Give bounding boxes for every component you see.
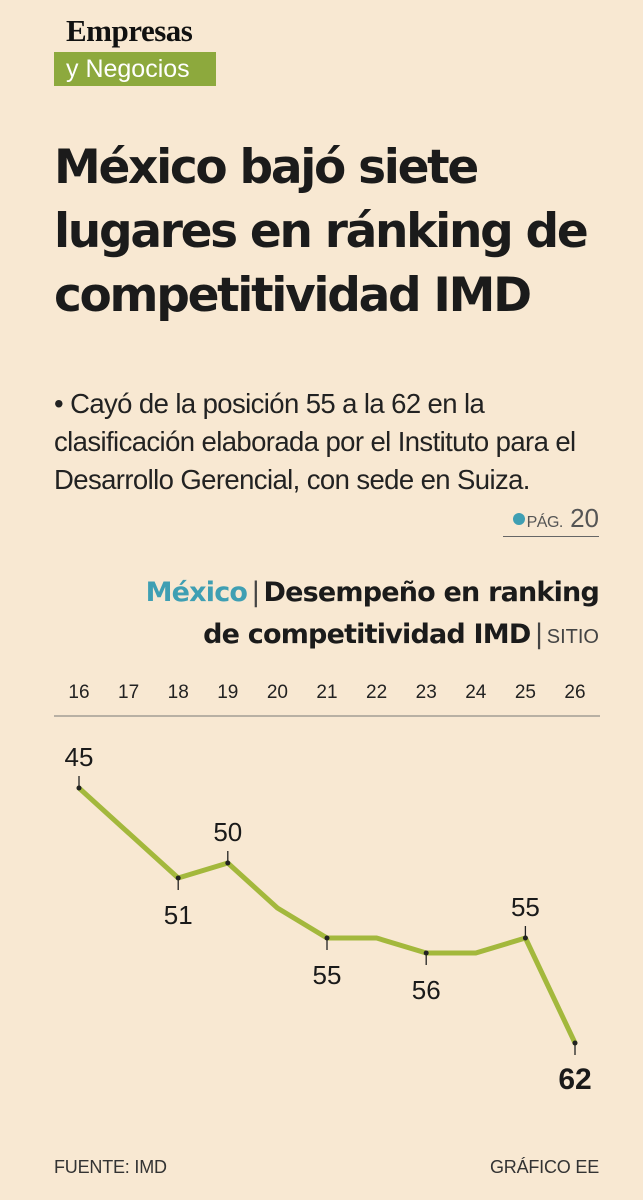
x-tick-label: 23 [416,682,437,703]
x-tick-label: 26 [564,682,585,703]
x-tick-label: 17 [118,682,139,703]
x-tick-label: 16 [68,682,89,703]
masthead-line2: y Negocios [54,52,216,86]
page-label: PÁG. [526,514,564,531]
data-label: 62 [558,1063,591,1096]
x-tick-label: 25 [515,682,536,703]
page-number: 20 [570,503,599,533]
x-tick-label: 22 [366,682,387,703]
footer-credit: GRÁFICO EE [489,1157,599,1177]
data-label: 51 [164,900,193,930]
chart-title-line2: de competitividad IMD | SITIO [39,614,599,658]
data-label: 55 [313,960,342,990]
chart-unit: SITIO [546,626,599,648]
data-point [572,1040,578,1046]
chart-title: México | Desempeño en ranking de competiti… [39,572,600,658]
data-point [175,875,181,881]
x-tick-label: 20 [267,682,288,703]
x-tick-label: 24 [465,682,487,703]
page-reference[interactable]: PÁG. 20 [503,500,599,537]
headline: México bajó siete lugares en ránking de … [54,140,589,323]
chart-title-line1: México | Desempeño en ranking [39,572,600,614]
masthead-line1: Empresas [66,13,193,48]
data-point [225,860,231,866]
bullet-dot-icon [512,513,525,525]
data-label: 50 [213,817,242,847]
data-label: 45 [65,742,94,772]
masthead: Empresas y Negocios [54,12,216,86]
data-point [423,950,429,956]
x-tick-label: 18 [168,682,189,703]
subheadline: • Cayó de la posición 55 a la 62 en la c… [54,388,576,495]
chart-title-separator: | [251,577,260,608]
chart-unit-separator: | [534,619,543,650]
line-chart: 16 17 18 19 20 21 22 23 24 25 26 45 51 50 55 56 55 62 [54,682,600,1096]
data-point [76,785,82,791]
series-line [76,785,578,1046]
footer-source: FUENTE: IMD [54,1157,167,1177]
chart-title-text1: Desempeño en ranking [263,577,599,608]
chart-title-text2: de competitividad IMD [203,619,531,650]
x-tick-label: 21 [316,682,337,703]
data-point [522,935,528,941]
x-tick-label: 19 [217,682,238,703]
data-label: 56 [412,975,441,1005]
data-point [324,935,330,941]
chart-country: México [145,577,248,608]
data-label: 55 [511,892,540,922]
